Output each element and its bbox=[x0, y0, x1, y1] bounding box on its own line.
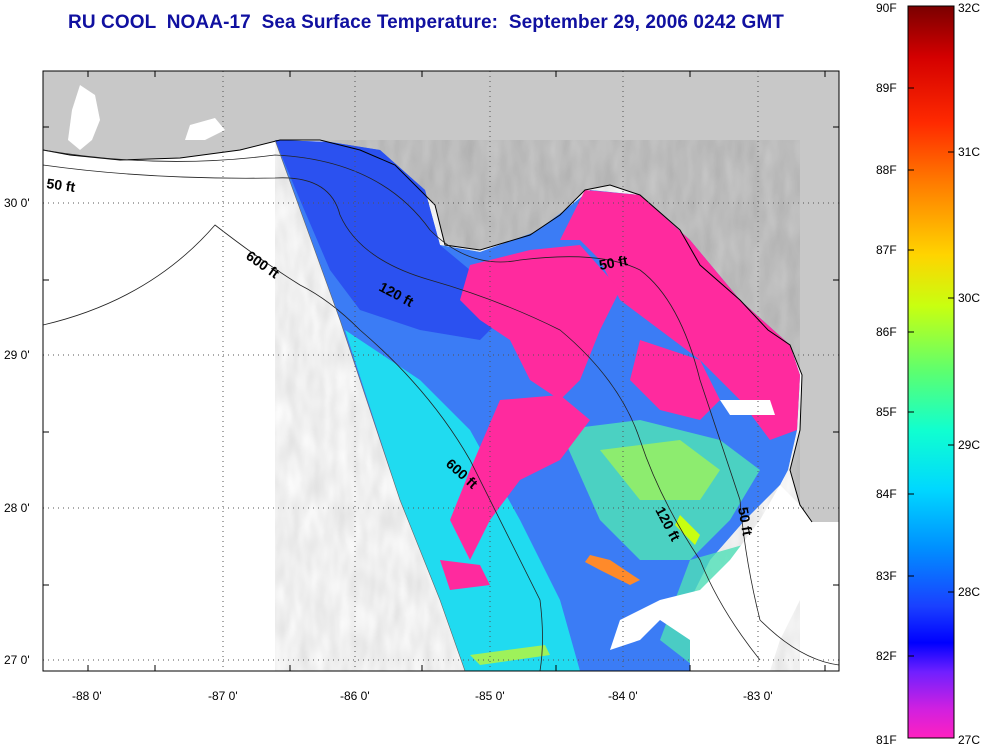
contour-label-50-north: 50 ft bbox=[598, 252, 629, 273]
y-tick-label: 28 0' bbox=[4, 501, 30, 515]
y-tick-label: 27 0' bbox=[4, 653, 30, 667]
colorbar-f-label: 84F bbox=[876, 487, 897, 501]
x-tick-label: -85 0' bbox=[475, 689, 505, 703]
coastline bbox=[43, 139, 813, 523]
colorbar-frame bbox=[907, 5, 955, 739]
contour-label-50-west: 50 ft bbox=[46, 175, 77, 195]
axis-ticks bbox=[43, 71, 839, 671]
colorbar-f-label: 87F bbox=[876, 243, 897, 257]
colorbar-f-label: 86F bbox=[876, 325, 897, 339]
colorbar-c-label: 29C bbox=[958, 438, 980, 452]
y-tick-label: 29 0' bbox=[4, 348, 30, 362]
contour-600ft bbox=[43, 224, 543, 671]
plot-frame bbox=[42, 70, 840, 672]
contour-120ft bbox=[43, 164, 761, 661]
colorbar-c-label: 27C bbox=[958, 733, 980, 747]
bay-pensacola bbox=[185, 118, 225, 140]
colorbar-f-label: 83F bbox=[876, 569, 897, 583]
x-tick-label: -83 0' bbox=[743, 689, 773, 703]
y-tick-label: 30 0' bbox=[4, 196, 30, 210]
colorbar-ticks bbox=[908, 87, 954, 657]
x-tick-label: -87 0' bbox=[208, 689, 238, 703]
map-title: RU COOL NOAA-17 Sea Surface Temperature:… bbox=[68, 12, 784, 33]
contour-label-50-south: 50 ft bbox=[735, 506, 756, 537]
x-tick-label: -88 0' bbox=[72, 689, 102, 703]
colorbar-f-label: 89F bbox=[876, 81, 897, 95]
colorbar-c-label: 30C bbox=[958, 291, 980, 305]
colorbar-f-label: 81F bbox=[876, 733, 897, 747]
graticule bbox=[43, 71, 839, 671]
colorbar-f-label: 88F bbox=[876, 163, 897, 177]
bay-mobile bbox=[68, 85, 100, 150]
x-tick-label: -84 0' bbox=[608, 689, 638, 703]
colorbar-f-label: 82F bbox=[876, 649, 897, 663]
contour-50ft bbox=[43, 149, 839, 666]
colorbar-c-label: 28C bbox=[958, 585, 980, 599]
sst-swath bbox=[275, 140, 820, 671]
colorbar-c-label: 31C bbox=[958, 145, 980, 159]
colorbar-f-label: 85F bbox=[876, 405, 897, 419]
colorbar-c-label: 32C bbox=[958, 1, 980, 15]
colorbar bbox=[908, 6, 954, 738]
colorbar-f-label: 90F bbox=[876, 1, 897, 15]
x-tick-label: -86 0' bbox=[340, 689, 370, 703]
land-mass bbox=[43, 71, 839, 522]
